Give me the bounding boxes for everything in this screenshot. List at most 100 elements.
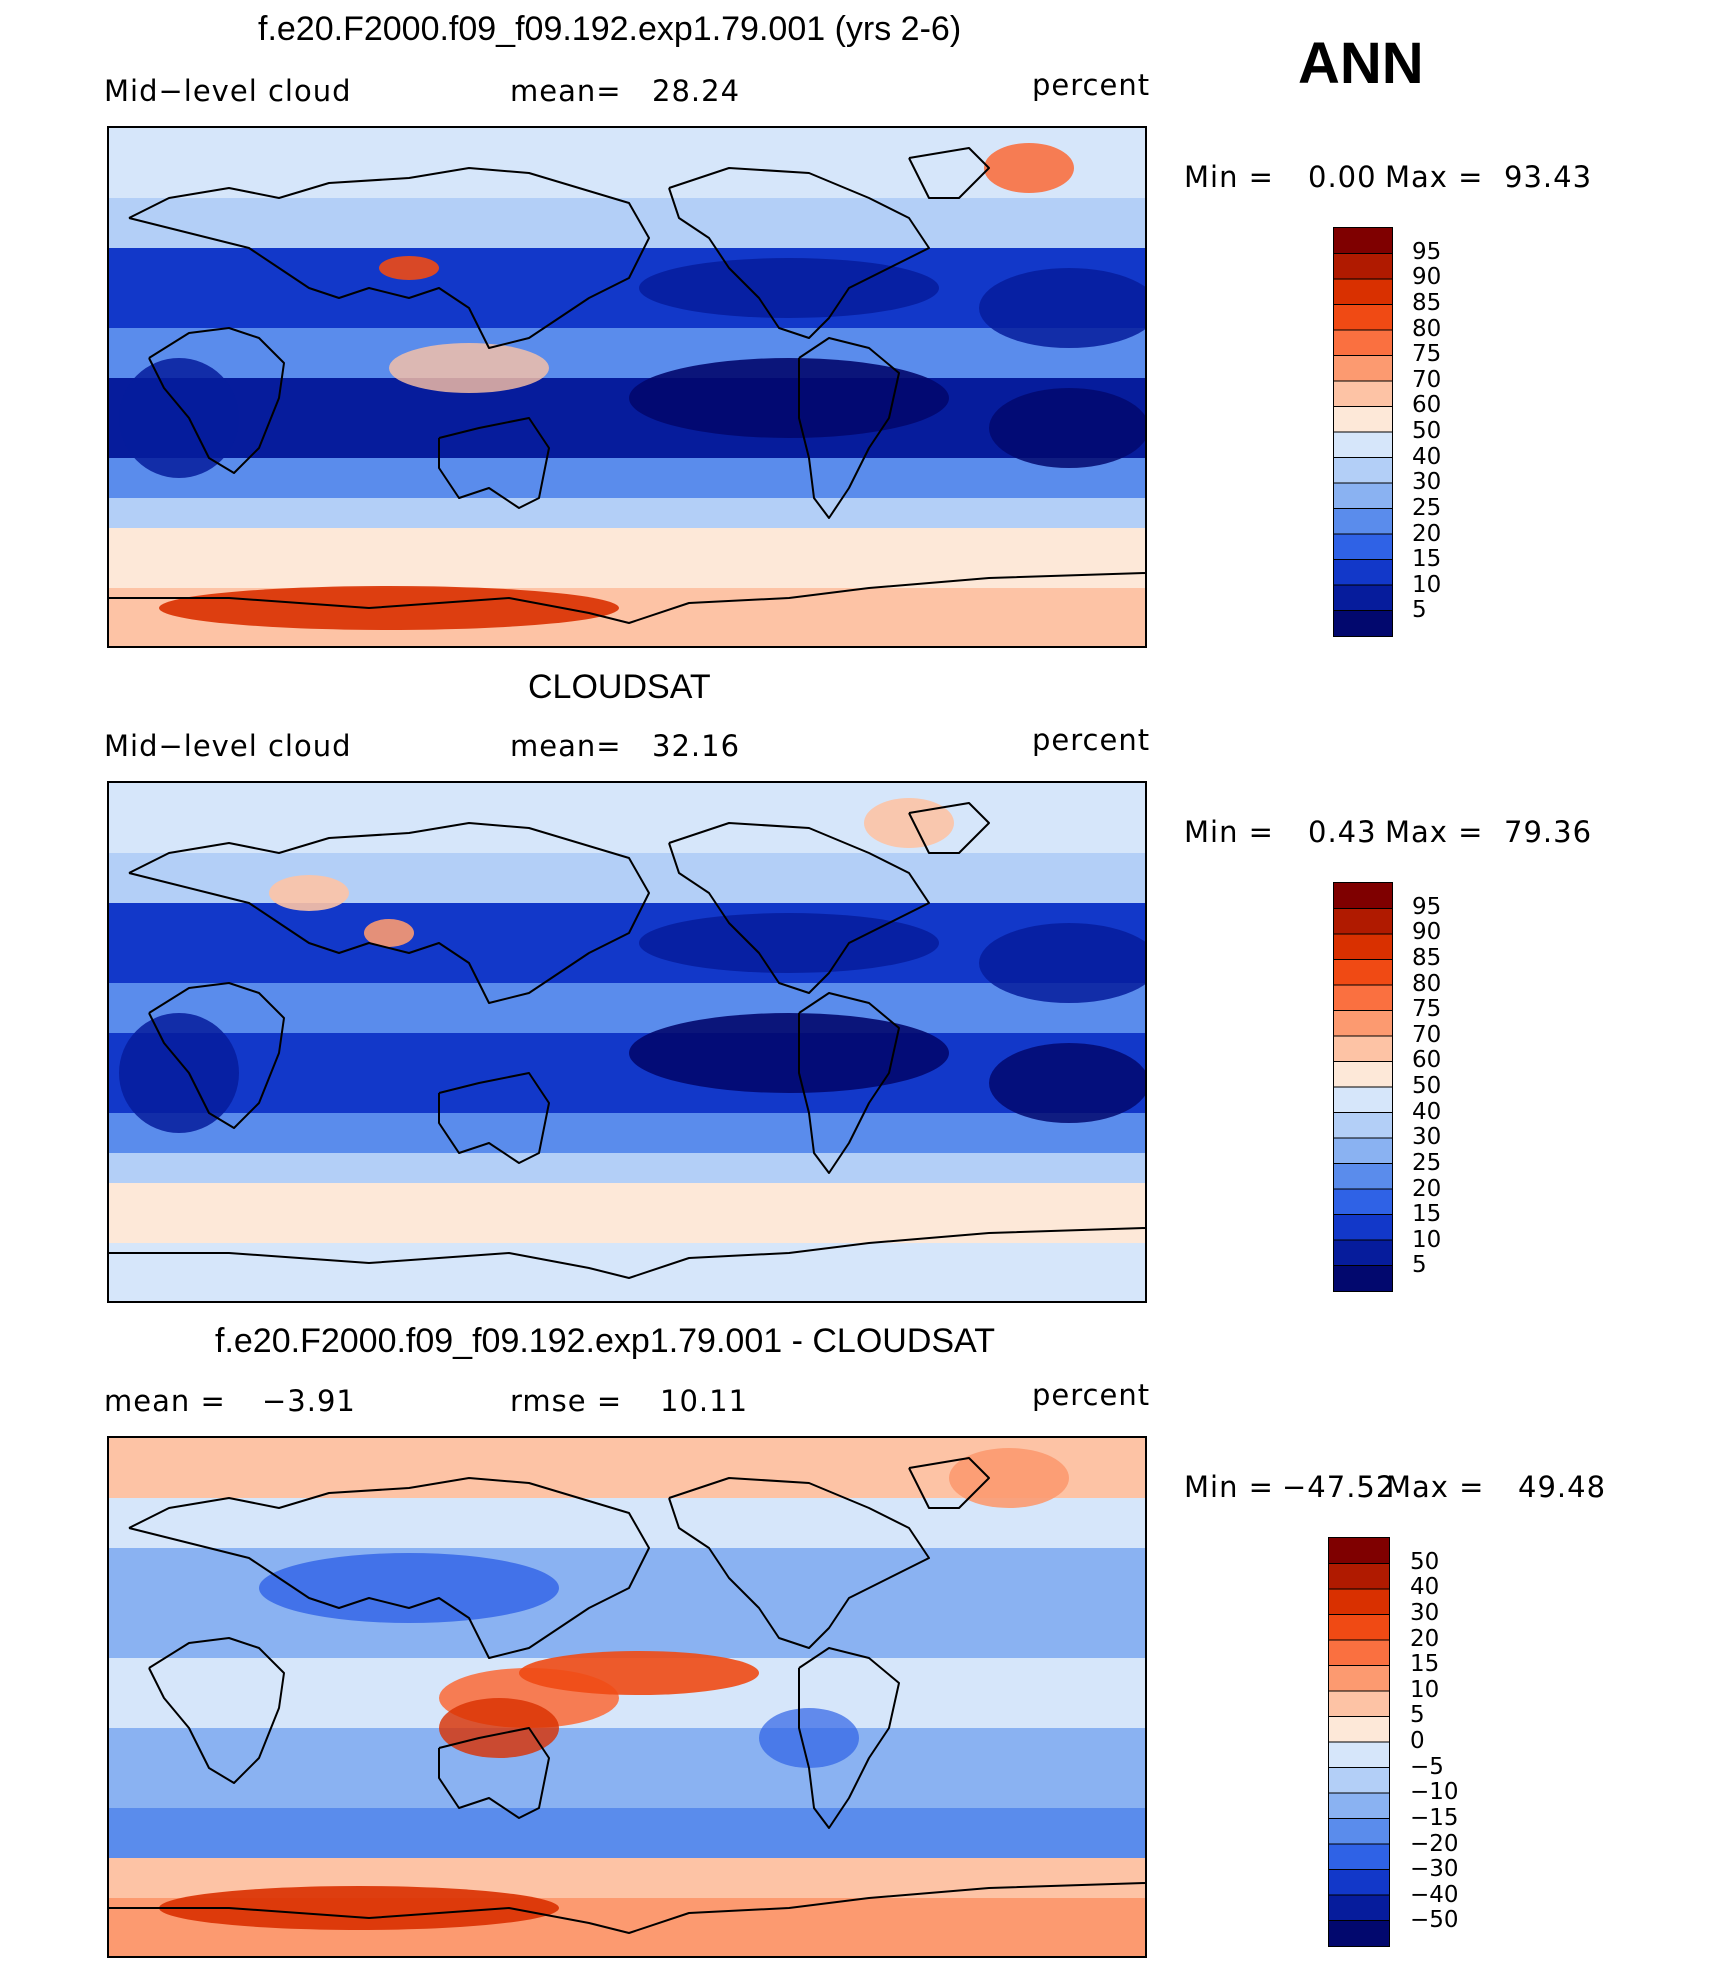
- field-contour: [159, 586, 619, 630]
- field-contour: [159, 1886, 559, 1930]
- panel-2-colorbar: [1333, 882, 1393, 1292]
- colorbar-tick-label: 50: [1412, 418, 1442, 444]
- colorbar-swatch: [1334, 432, 1392, 458]
- colorbar-swatch: [1334, 1036, 1392, 1062]
- colorbar-tick-label: 70: [1412, 366, 1442, 393]
- colorbar-tick-label: 80: [1412, 970, 1442, 997]
- colorbar-swatch: [1334, 253, 1392, 280]
- field-contour: [639, 913, 939, 973]
- field-band: [109, 1728, 1145, 1808]
- panel-2-field: [109, 783, 1145, 1301]
- coastline: [148, 982, 285, 1129]
- panel-1-title: f.e20.F2000.f09_f09.192.exp1.79.001 (yrs…: [258, 10, 962, 48]
- panel-3-max-label: Max =: [1386, 1470, 1485, 1504]
- field-band: [109, 1548, 1145, 1658]
- colorbar-swatch: [1334, 934, 1392, 960]
- panel-2-min-value: 0.43: [1308, 815, 1377, 849]
- panel-1-min-value: 0.00: [1308, 160, 1377, 194]
- field-contour: [949, 1448, 1069, 1508]
- field-contour: [979, 268, 1145, 348]
- colorbar-tick-label: 10: [1412, 1226, 1442, 1253]
- panel-3-rmse-label: rmse =: [510, 1384, 623, 1418]
- colorbar-tick-label: 5: [1412, 1252, 1427, 1279]
- colorbar-swatch: [1329, 1844, 1389, 1870]
- colorbar-swatch: [1334, 1240, 1392, 1266]
- panel-3-units: percent: [1032, 1378, 1151, 1412]
- colorbar-tick-label: 75: [1412, 341, 1442, 368]
- colorbar-tick-label: 90: [1412, 264, 1442, 291]
- field-contour: [519, 1651, 759, 1695]
- season-label: ANN: [1298, 31, 1424, 96]
- panel-2-max-value: 79.36: [1504, 815, 1593, 849]
- field-contour: [119, 358, 239, 478]
- panel-2-map: [107, 781, 1147, 1303]
- panel-3-mean-label: mean =: [104, 1384, 226, 1418]
- field-band: [109, 903, 1145, 983]
- field-contour: [364, 919, 414, 947]
- colorbar-swatch: [1329, 1742, 1389, 1768]
- field-band: [109, 1243, 1145, 1301]
- colorbar-tick-label: 60: [1412, 1047, 1442, 1074]
- colorbar-tick-label: 30: [1412, 469, 1442, 496]
- colorbar-tick-label: 40: [1412, 1098, 1442, 1125]
- colorbar-tick-label: 85: [1412, 944, 1442, 971]
- colorbar-tick-label: 50: [1410, 1548, 1440, 1575]
- colorbar-swatch: [1334, 508, 1392, 535]
- field-band: [109, 198, 1145, 248]
- colorbar-swatch: [1329, 1869, 1389, 1896]
- colorbar-tick-label: −15: [1410, 1804, 1459, 1831]
- colorbar-swatch: [1334, 908, 1392, 935]
- colorbar-swatch: [1334, 534, 1392, 560]
- coastline: [438, 417, 550, 509]
- colorbar-swatch: [1334, 330, 1392, 356]
- panel-3-rmse-value: 10.11: [660, 1384, 749, 1418]
- colorbar-swatch: [1334, 1138, 1392, 1164]
- coastline: [438, 1727, 550, 1819]
- panel-2-units: percent: [1032, 723, 1151, 757]
- colorbar-tick-label: 5: [1410, 1702, 1425, 1729]
- colorbar-tick-label: 0: [1410, 1728, 1425, 1754]
- colorbar-swatch: [1329, 1920, 1389, 1946]
- field-contour: [629, 358, 949, 438]
- field-band: [109, 1183, 1145, 1243]
- colorbar-swatch: [1329, 1589, 1389, 1615]
- colorbar-tick-label: 60: [1412, 392, 1442, 419]
- panel-1-max-value: 93.43: [1504, 160, 1593, 194]
- colorbar-tick-label: 80: [1412, 315, 1442, 342]
- panel-3-map: [107, 1436, 1147, 1958]
- colorbar-swatch: [1329, 1665, 1389, 1692]
- panel-3-field: [109, 1438, 1145, 1956]
- colorbar-tick-label: 40: [1410, 1574, 1440, 1601]
- colorbar-tick-label: 75: [1412, 996, 1442, 1023]
- colorbar-swatch: [1334, 304, 1392, 331]
- colorbar-swatch: [1334, 1163, 1392, 1190]
- field-contour: [864, 798, 954, 848]
- coastline: [109, 1882, 1145, 1934]
- colorbar-swatch: [1334, 406, 1392, 433]
- colorbar-tick-label: 95: [1412, 238, 1442, 265]
- panel-3-min-label: Min =: [1184, 1470, 1274, 1504]
- colorbar-tick-label: 25: [1412, 494, 1442, 521]
- coastline: [128, 1477, 650, 1659]
- colorbar-tick-label: −5: [1410, 1753, 1444, 1780]
- colorbar-tick-label: 15: [1412, 1201, 1442, 1228]
- coastline: [109, 1227, 1145, 1279]
- colorbar-swatch: [1334, 279, 1392, 305]
- colorbar-swatch: [1329, 1640, 1389, 1666]
- field-band: [109, 1113, 1145, 1153]
- field-band: [109, 458, 1145, 498]
- coastline: [798, 992, 900, 1174]
- panel-1-variable-label: Mid−level cloud: [104, 74, 352, 108]
- coastline: [148, 1637, 285, 1784]
- colorbar-tick-label: 5: [1412, 597, 1427, 624]
- field-contour: [984, 143, 1074, 193]
- field-contour: [269, 875, 349, 911]
- colorbar-tick-label: −10: [1410, 1779, 1459, 1806]
- colorbar-tick-label: 20: [1412, 520, 1442, 547]
- coastline: [148, 327, 285, 474]
- colorbar-swatch: [1334, 883, 1392, 909]
- field-band: [109, 328, 1145, 378]
- field-contour: [629, 1013, 949, 1093]
- colorbar-tick-label: 90: [1412, 919, 1442, 946]
- colorbar-tick-label: 70: [1412, 1021, 1442, 1048]
